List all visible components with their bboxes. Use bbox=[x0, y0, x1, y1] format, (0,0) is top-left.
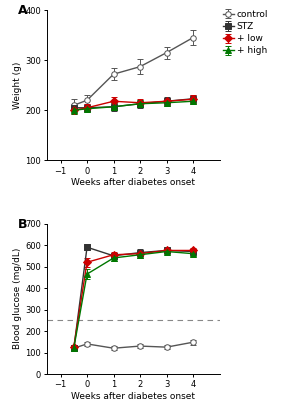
Y-axis label: Weight (g): Weight (g) bbox=[13, 62, 22, 109]
X-axis label: Weeks after diabetes onset: Weeks after diabetes onset bbox=[71, 178, 196, 188]
X-axis label: Weeks after diabetes onset: Weeks after diabetes onset bbox=[71, 392, 196, 400]
Legend: control, STZ, + low, + high: control, STZ, + low, + high bbox=[223, 10, 268, 56]
Text: B: B bbox=[18, 218, 27, 230]
Text: A: A bbox=[18, 4, 28, 17]
Y-axis label: Blood glucose (mg/dL): Blood glucose (mg/dL) bbox=[13, 248, 22, 350]
